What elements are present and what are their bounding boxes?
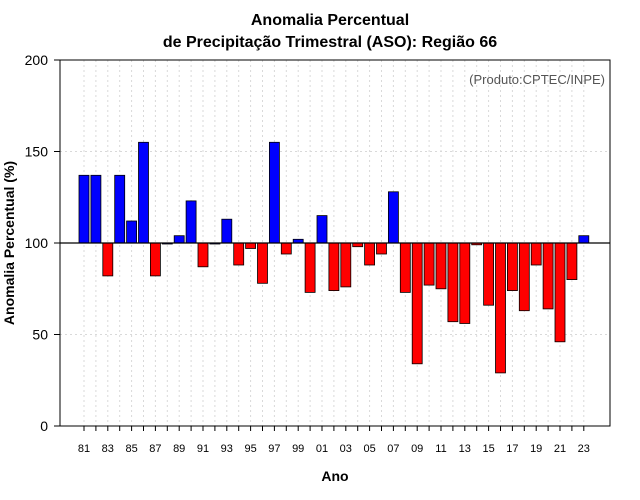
y-tick-label-200: 200 xyxy=(25,52,49,68)
x-tick-label-17: 17 xyxy=(506,443,518,455)
x-tick-label-89: 89 xyxy=(173,443,185,455)
x-tick-label-87: 87 xyxy=(149,443,161,455)
bar-1987 xyxy=(149,242,161,277)
x-axis-label: Ano xyxy=(321,468,348,484)
x-tick-label-23: 23 xyxy=(578,443,590,455)
bar-2022 xyxy=(566,242,578,280)
x-tick-label-99: 99 xyxy=(292,443,304,455)
x-tick-label-03: 03 xyxy=(340,443,352,455)
x-tick-label-15: 15 xyxy=(482,443,494,455)
bar-2006 xyxy=(376,242,387,255)
bar-2005 xyxy=(364,242,376,266)
bar-1981 xyxy=(78,174,90,244)
bar-2011 xyxy=(435,242,447,290)
x-tick-label-21: 21 xyxy=(554,443,566,455)
grid xyxy=(60,60,610,426)
bar-1995 xyxy=(245,242,257,249)
bar-2003 xyxy=(340,242,352,288)
bar-2009 xyxy=(411,242,423,365)
bar-2019 xyxy=(530,242,542,266)
bar-1982 xyxy=(90,174,102,244)
bar-1989 xyxy=(173,235,185,244)
bars xyxy=(78,141,590,374)
x-tick-label-83: 83 xyxy=(102,443,114,455)
chart-title: Anomalia Percentual xyxy=(251,12,409,29)
bar-2010 xyxy=(423,242,435,286)
x-tick-label-97: 97 xyxy=(268,443,280,455)
bar-2017 xyxy=(506,242,518,291)
bar-2013 xyxy=(459,242,471,324)
y-tick-label-0: 0 xyxy=(40,418,48,434)
x-tick-label-85: 85 xyxy=(125,443,137,455)
x-tick-label-81: 81 xyxy=(78,443,90,455)
credit-label: (Produto:CPTEC/INPE) xyxy=(469,72,605,87)
bar-2007 xyxy=(387,191,399,244)
bar-2023 xyxy=(578,235,590,244)
x-tick-label-09: 09 xyxy=(411,443,423,455)
y-axis: 0 50 100 150 200 xyxy=(25,52,60,434)
bar-1991 xyxy=(197,242,209,268)
bar-2021 xyxy=(554,242,566,343)
x-tick-label-11: 11 xyxy=(435,443,446,455)
y-tick-label-50: 50 xyxy=(32,327,48,343)
bar-2015 xyxy=(483,242,495,306)
x-axis: 81 83 85 87 89 91 93 95 97 99 01 03 05 07 09 11 13 15 17 19… xyxy=(78,426,590,455)
bar-2002 xyxy=(328,242,340,291)
bar-2018 xyxy=(518,242,530,312)
x-tick-label-93: 93 xyxy=(221,443,233,455)
bar-2016 xyxy=(495,242,506,374)
bar-2012 xyxy=(447,242,459,323)
x-tick-label-91: 91 xyxy=(197,443,209,455)
x-tick-label-07: 07 xyxy=(387,443,399,455)
bar-1983 xyxy=(102,242,114,277)
bar-2000 xyxy=(304,242,316,293)
bar-1985 xyxy=(126,220,137,244)
y-tick-label-150: 150 xyxy=(25,144,49,160)
bar-1984 xyxy=(114,174,126,244)
x-tick-label-95: 95 xyxy=(244,443,256,455)
bar-1998 xyxy=(280,242,292,255)
x-tick-label-13: 13 xyxy=(459,443,471,455)
bar-2001 xyxy=(316,215,328,244)
chart-subtitle: de Precipitação Trimestral (ASO): Região… xyxy=(163,34,497,51)
x-tick-label-05: 05 xyxy=(363,443,375,455)
bar-1993 xyxy=(221,218,233,244)
bar-2008 xyxy=(399,242,411,293)
x-tick-label-19: 19 xyxy=(530,443,542,455)
bar-1996 xyxy=(257,242,268,284)
bar-1994 xyxy=(233,242,245,266)
bar-1997 xyxy=(268,141,280,244)
bar-1990 xyxy=(185,200,197,244)
bar-1986 xyxy=(138,141,149,244)
x-tick-label-01: 01 xyxy=(316,443,328,455)
y-tick-label-100: 100 xyxy=(25,235,49,251)
y-axis-label: Anomalia Percentual (%) xyxy=(1,161,17,325)
bar-2020 xyxy=(542,242,554,310)
